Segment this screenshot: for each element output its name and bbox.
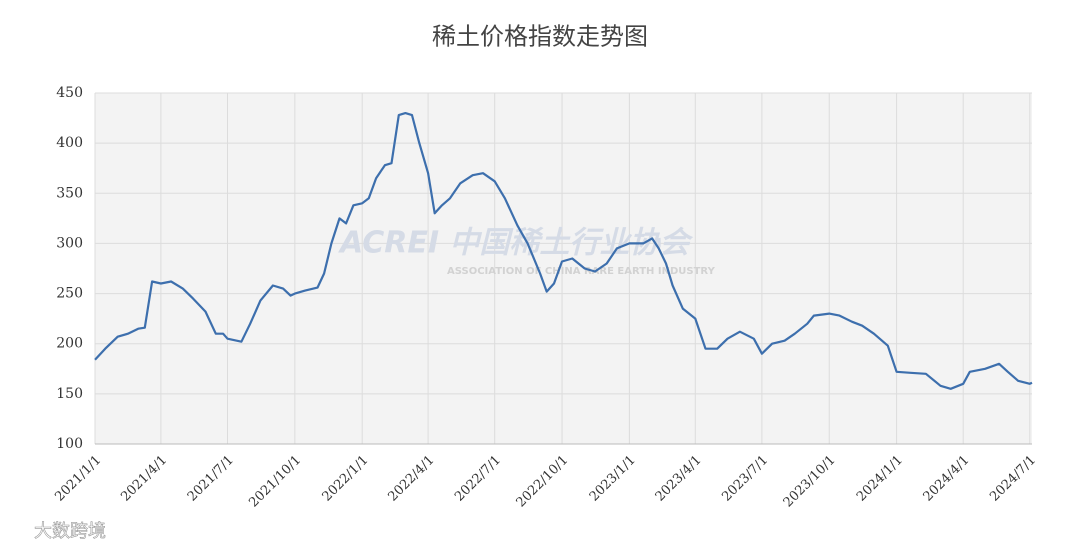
- y-tick-label: 450: [56, 85, 83, 101]
- x-tick-label: 2023/7/1: [719, 453, 771, 505]
- x-tick-label: 2022/7/1: [452, 453, 504, 505]
- x-tick-label: 2021/4/1: [118, 453, 170, 505]
- y-tick-label: 100: [56, 436, 83, 452]
- x-tick-label: 2022/10/1: [514, 453, 572, 511]
- x-tick-label: 2024/7/1: [987, 453, 1039, 505]
- y-tick-label: 300: [56, 235, 83, 251]
- x-tick-label: 2022/4/1: [385, 453, 437, 505]
- y-tick-label: 200: [56, 336, 83, 352]
- x-tick-label: 2023/1/1: [587, 453, 639, 505]
- line: [94, 112, 1033, 390]
- y-tick-label: 400: [56, 135, 83, 151]
- x-tick-label: 2021/7/1: [185, 453, 237, 505]
- x-tick-label: 2021/1/1: [52, 453, 104, 505]
- plot-area: [95, 93, 1032, 444]
- marks: [94, 112, 1033, 390]
- x-tick-label: 2021/10/1: [246, 453, 304, 511]
- x-tick-label: 2023/4/1: [653, 453, 705, 505]
- grid: [94, 92, 1032, 445]
- y-tick-label: 250: [56, 286, 83, 302]
- y-tick-label: 150: [56, 386, 83, 402]
- watermark-subtitle: ASSOCIATION OF CHINA RARE EARTH INDUSTRY: [447, 266, 716, 277]
- chart-title: 稀土价格指数走势图: [432, 23, 648, 51]
- x-tick-label: 2024/1/1: [854, 453, 906, 505]
- x-tick-label: 2023/10/1: [781, 453, 839, 511]
- x-tick-label: 2022/1/1: [320, 453, 372, 505]
- x-tick-label: 2024/4/1: [921, 453, 973, 505]
- source-logo: 大数跨境: [34, 521, 106, 542]
- y-tick-label: 350: [56, 185, 83, 201]
